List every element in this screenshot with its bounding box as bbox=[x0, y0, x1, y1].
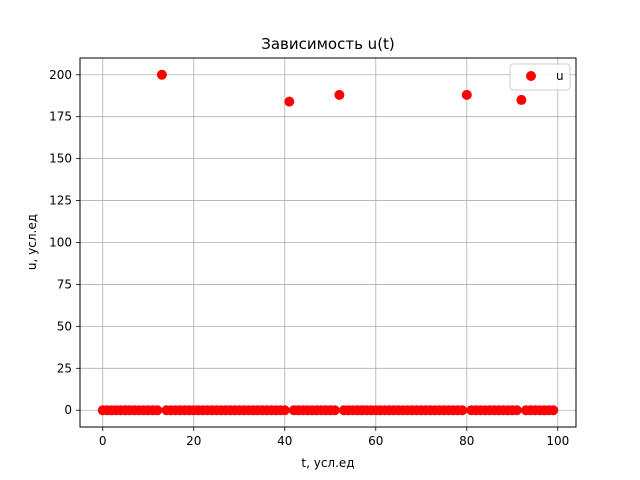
x-tick-label: 60 bbox=[368, 434, 383, 448]
y-tick-label: 200 bbox=[49, 68, 72, 82]
legend-box bbox=[509, 63, 571, 91]
y-tick-label: 25 bbox=[57, 361, 72, 375]
y-axis-label: u, усл.ед bbox=[25, 214, 39, 270]
legend: u bbox=[509, 63, 571, 91]
y-axis-ticks: 0 25 50 75 100 125 150 175 200 bbox=[49, 68, 80, 417]
y-tick-label: 175 bbox=[49, 110, 72, 124]
legend-marker bbox=[526, 71, 536, 81]
legend-label: u bbox=[556, 69, 564, 83]
data-point bbox=[334, 89, 345, 100]
data-point bbox=[511, 405, 522, 416]
data-points bbox=[97, 69, 559, 416]
data-point bbox=[516, 94, 527, 105]
data-point bbox=[152, 405, 163, 416]
x-tick-label: 0 bbox=[99, 434, 107, 448]
y-tick-label: 125 bbox=[49, 194, 72, 208]
grid-lines bbox=[80, 58, 576, 427]
data-point bbox=[279, 405, 290, 416]
x-axis-ticks: 0 20 40 60 80 100 bbox=[99, 427, 569, 448]
x-tick-label: 80 bbox=[459, 434, 474, 448]
data-point bbox=[156, 69, 167, 80]
data-point bbox=[329, 405, 340, 416]
data-point bbox=[457, 405, 468, 416]
y-tick-label: 150 bbox=[49, 152, 72, 166]
data-point bbox=[461, 89, 472, 100]
y-tick-label: 50 bbox=[57, 319, 72, 333]
data-point bbox=[284, 96, 295, 107]
chart-title: Зависимость u(t) bbox=[261, 35, 395, 53]
x-axis-label: t, усл.ед bbox=[301, 456, 354, 470]
y-tick-label: 75 bbox=[57, 277, 72, 291]
x-tick-label: 100 bbox=[546, 434, 569, 448]
data-point bbox=[548, 405, 559, 416]
x-tick-label: 20 bbox=[186, 434, 201, 448]
y-tick-label: 100 bbox=[49, 236, 72, 250]
y-tick-label: 0 bbox=[64, 403, 72, 417]
x-tick-label: 40 bbox=[277, 434, 292, 448]
